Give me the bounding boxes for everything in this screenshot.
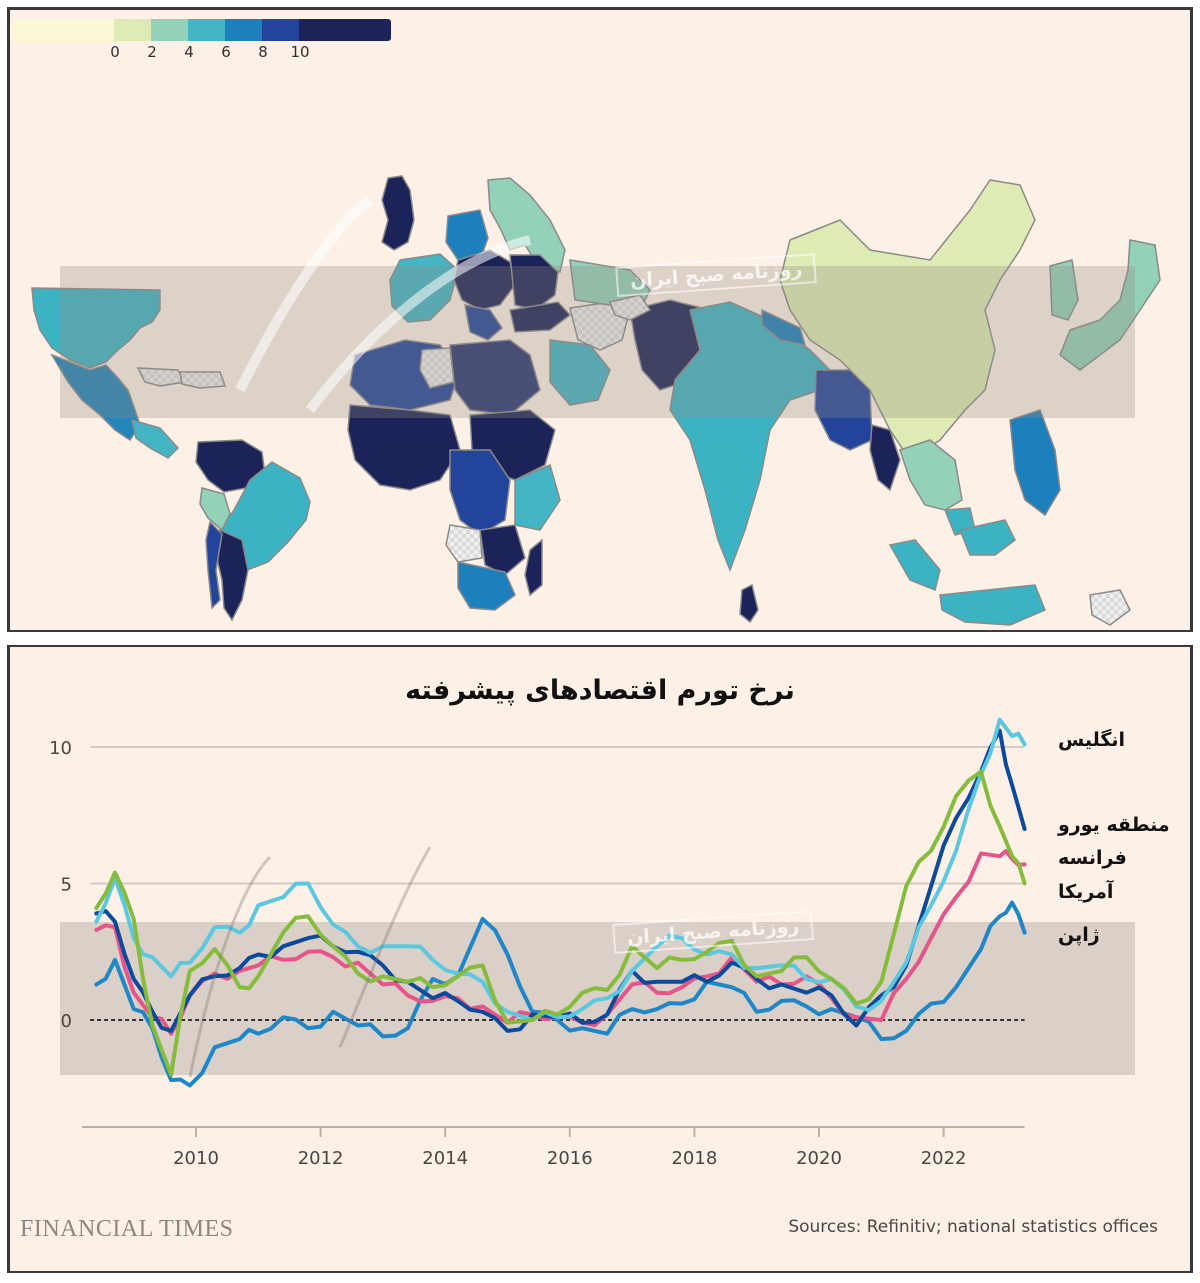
legend-tick-labels: 0 2 4 6 8 10 <box>13 41 391 61</box>
y-axis-ticks: 10 5 0 <box>49 738 72 1032</box>
country-saudi <box>549 339 611 406</box>
legend-swatch <box>299 19 391 41</box>
region-eastern-europe <box>509 254 559 311</box>
legend-swatch <box>188 19 225 41</box>
legend-tick-label: 4 <box>184 43 194 61</box>
region-sahara-nodata <box>419 347 455 389</box>
legend-tick-label: 0 <box>110 43 120 61</box>
world-inflation-map-panel: 0 2 4 6 8 10 <box>7 7 1193 632</box>
country-korea <box>1049 259 1079 321</box>
series-line-uk <box>94 717 1027 1022</box>
country-south-africa <box>457 561 516 611</box>
watermark-band <box>60 266 1135 418</box>
country-indonesia-borneo <box>958 519 1016 556</box>
country-uk <box>381 175 415 251</box>
country-zambia-zim <box>479 524 526 576</box>
legend-swatch <box>262 19 299 41</box>
world-map <box>31 175 1161 626</box>
country-kenya-east <box>514 463 561 531</box>
legend-color-bar <box>13 19 391 41</box>
legend-tick-label: 10 <box>290 43 310 61</box>
legend-swatch <box>225 19 262 41</box>
source-note: Sources: Refinitiv; national statistics … <box>788 1217 1158 1237</box>
line-chart: 10 5 0 2010 2012 2014 2016 2018 2020 2022 <box>49 717 1135 1169</box>
country-indonesia-java <box>939 584 1046 626</box>
x-tick-label: 2010 <box>173 1148 219 1169</box>
country-angola-nodata <box>445 524 483 563</box>
financial-times-logo: FINANCIAL TIMES <box>20 1216 234 1242</box>
country-png-nodata <box>1089 589 1131 626</box>
country-nepal <box>761 308 807 346</box>
country-indonesia-sumatra <box>888 539 941 592</box>
legend-tick-label: 6 <box>221 43 231 61</box>
region-central-america <box>130 418 180 459</box>
country-japan <box>1059 239 1161 371</box>
y-tick-label: 10 <box>49 738 72 759</box>
x-tick-label: 2018 <box>671 1148 717 1169</box>
country-madagascar <box>524 538 543 597</box>
legend-swatch <box>13 19 114 41</box>
color-scale-legend: 0 2 4 6 8 10 <box>13 19 391 61</box>
legend-tick-label: 8 <box>258 43 268 61</box>
country-libya-egypt <box>449 339 541 416</box>
x-tick-label: 2020 <box>796 1148 842 1169</box>
inflation-chart-panel: نرخ تورم اقتصادهای پیشرفته 10 5 0 2010 2012… <box>7 645 1193 1273</box>
series-line-us <box>94 769 1027 1077</box>
country-chile <box>205 520 223 610</box>
country-afghanistan <box>608 294 652 321</box>
label-us: آمریکا <box>1058 881 1114 903</box>
legend-swatch <box>114 19 151 41</box>
watermark-calligraphy <box>188 846 432 1078</box>
legend-tick-label: 2 <box>147 43 157 61</box>
x-tick-label: 2014 <box>422 1148 468 1169</box>
chart-series-lines <box>94 717 1027 1088</box>
x-tick-label: 2016 <box>547 1148 593 1169</box>
chart-title: نرخ تورم اقتصادهای پیشرفته <box>405 675 795 706</box>
country-philippines <box>1009 409 1061 517</box>
x-axis: 2010 2012 2014 2016 2018 2020 2022 <box>82 1126 1025 1169</box>
label-eurozone: منطقه یورو <box>1058 814 1170 836</box>
y-tick-label: 0 <box>61 1011 72 1032</box>
series-line-japan <box>94 900 1027 1088</box>
country-argentina <box>215 528 249 622</box>
country-peru <box>199 487 231 532</box>
region-balkans <box>464 304 503 341</box>
watermark-calligraphy <box>235 195 532 414</box>
region-caribbean <box>136 367 187 387</box>
x-tick-label: 2022 <box>921 1148 967 1169</box>
y-tick-label: 5 <box>61 875 72 896</box>
label-japan: ژاپن <box>1058 924 1100 946</box>
label-france: فرانسه <box>1058 847 1127 869</box>
country-usa-canada <box>31 287 161 369</box>
label-uk: انگلیس <box>1058 729 1126 751</box>
country-sri-lanka <box>739 583 759 624</box>
legend-swatch <box>151 19 188 41</box>
x-tick-label: 2012 <box>298 1148 344 1169</box>
country-turkey <box>509 301 572 333</box>
region-thailand-vietnam <box>899 439 963 511</box>
country-china <box>779 179 1036 462</box>
country-west-africa <box>347 404 461 491</box>
